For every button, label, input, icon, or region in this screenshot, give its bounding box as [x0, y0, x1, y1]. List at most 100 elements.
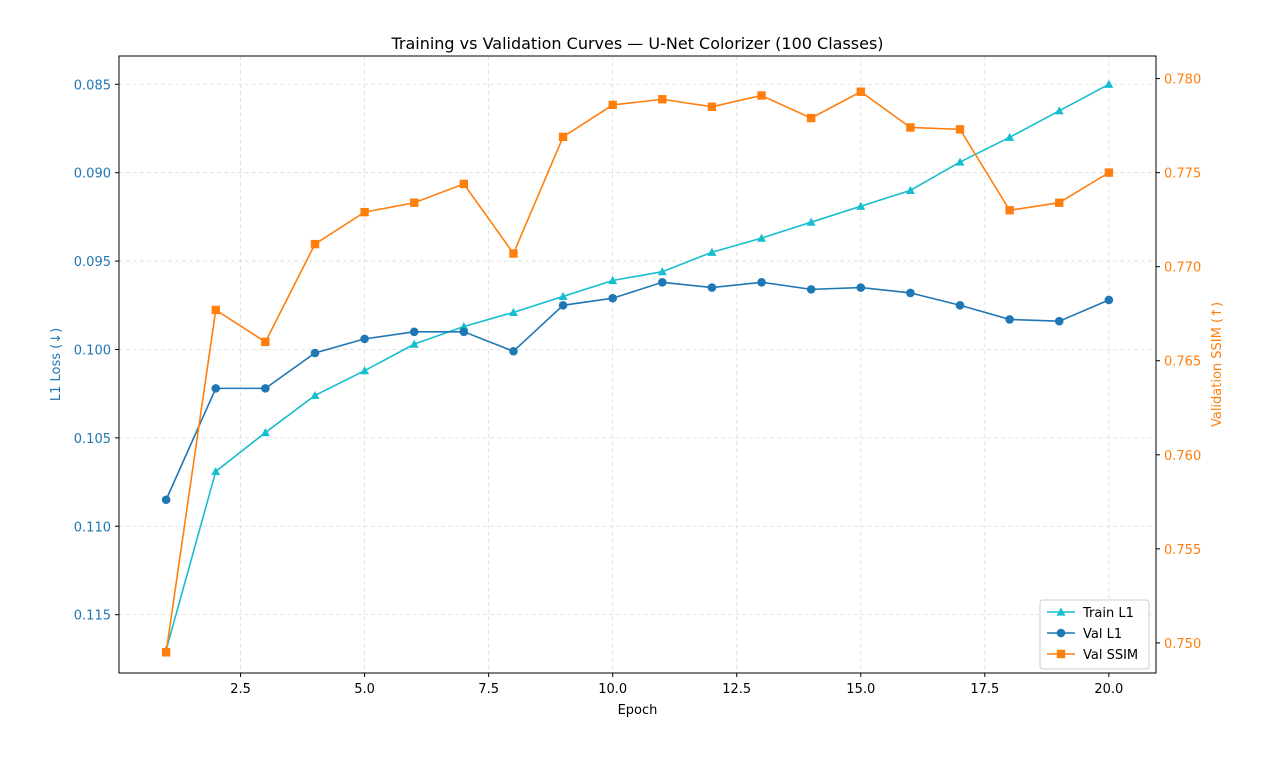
x-tick-label: 17.5 [970, 682, 999, 697]
data-point [509, 249, 518, 258]
data-point [459, 327, 469, 337]
y-left-tick-label: 0.110 [74, 520, 111, 535]
data-point [1005, 315, 1014, 324]
legend-swatch-marker [1056, 628, 1066, 638]
x-tick-label: 20.0 [1094, 682, 1123, 697]
data-point [459, 321, 469, 331]
data-point [310, 348, 320, 358]
data-point [409, 339, 419, 348]
legend: Train L1 Val L1 Val SSIM [1039, 599, 1150, 670]
legend-item: Val SSIM [1047, 648, 1138, 663]
y-right-tick-label: 0.750 [1164, 637, 1201, 652]
data-point [360, 366, 370, 375]
data-point [906, 288, 915, 298]
data-point [211, 305, 220, 315]
data-point [806, 217, 816, 226]
data-point [1054, 316, 1064, 326]
data-point [1104, 79, 1114, 88]
data-point [260, 428, 270, 437]
data-point [906, 123, 915, 132]
data-point [261, 384, 270, 393]
data-point [509, 346, 518, 356]
data-point [707, 102, 717, 111]
chart-title: Training vs Validation Curves — U-Net Co… [390, 34, 883, 53]
y-left-tick-label: 0.115 [74, 609, 111, 624]
data-point [558, 300, 568, 310]
y-left-tick-label: 0.095 [74, 255, 111, 270]
data-point [211, 384, 221, 393]
data-point [608, 100, 617, 110]
data-point [608, 276, 618, 285]
data-point [508, 307, 518, 316]
data-point [658, 277, 667, 287]
data-point [955, 300, 965, 310]
data-point [856, 87, 865, 96]
grid-layer [119, 56, 1156, 673]
data-point [211, 466, 221, 476]
data-point [806, 285, 816, 294]
data-point [310, 239, 320, 249]
data-point [409, 327, 419, 337]
data-point [1054, 106, 1064, 115]
x-tick-label: 5.0 [354, 682, 375, 697]
series-val-l1 [161, 277, 1114, 505]
data-point [410, 198, 419, 207]
y-left-tick-label: 0.105 [74, 432, 111, 447]
y-left-tick-label: 0.085 [74, 78, 111, 93]
x-tick-label: 12.5 [722, 682, 751, 697]
y-left-tick-label: 0.090 [74, 167, 111, 182]
data-point [608, 293, 617, 303]
x-axis-title: Epoch [618, 703, 658, 718]
y-right-tick-label: 0.755 [1164, 543, 1201, 558]
legend-swatch-marker [1056, 649, 1066, 659]
series-train-l1 [161, 79, 1114, 654]
legend-label: Val SSIM [1083, 648, 1138, 663]
data-point [459, 179, 469, 189]
x-tick-label: 10.0 [598, 682, 627, 697]
data-point [658, 95, 667, 104]
axis-layer: 2.5 5.0 7.5 10.0 12.5 15.0 17.5 20.0 0.085 0.090 0… [74, 73, 1201, 697]
y-right-axis-title: Validation SSIM (↑) [1210, 302, 1225, 427]
y-right-tick-label: 0.770 [1164, 261, 1201, 276]
series-line [165, 83, 1110, 651]
data-point [1005, 206, 1014, 215]
legend-box [1039, 599, 1150, 670]
y-left-tick-label: 0.100 [74, 343, 111, 358]
data-point [757, 233, 767, 242]
data-point [806, 113, 816, 123]
x-tick-label: 2.5 [230, 682, 251, 697]
series-layer [161, 79, 1114, 657]
data-point [1104, 168, 1114, 177]
data-point [310, 390, 320, 400]
data-point [161, 648, 171, 657]
x-tick-label: 7.5 [478, 682, 499, 697]
data-point [707, 283, 717, 292]
legend-label: Train L1 [1082, 606, 1134, 621]
data-point [1055, 198, 1064, 207]
data-point [955, 157, 965, 166]
y-right-tick-label: 0.765 [1164, 355, 1201, 370]
legend-item: Train L1 [1047, 606, 1134, 621]
data-point [707, 247, 717, 256]
legend-swatch-marker [1056, 607, 1066, 616]
series-line [165, 281, 1110, 501]
data-point [558, 291, 568, 301]
y-left-axis-title: L1 Loss (↓) [49, 328, 64, 401]
data-point [757, 277, 766, 287]
data-point [558, 132, 568, 142]
data-point [360, 207, 369, 217]
data-point [757, 91, 766, 100]
series-val-ssim [161, 87, 1114, 657]
plot-frame [118, 55, 1157, 674]
data-point [856, 283, 866, 292]
y-right-tick-label: 0.780 [1164, 73, 1201, 88]
data-point [261, 337, 270, 347]
legend-label: Val L1 [1083, 627, 1122, 642]
series-line [165, 90, 1110, 653]
data-point [905, 185, 915, 194]
legend-item: Val L1 [1047, 627, 1122, 642]
y-right-tick-label: 0.775 [1164, 167, 1201, 182]
data-point [360, 334, 369, 344]
